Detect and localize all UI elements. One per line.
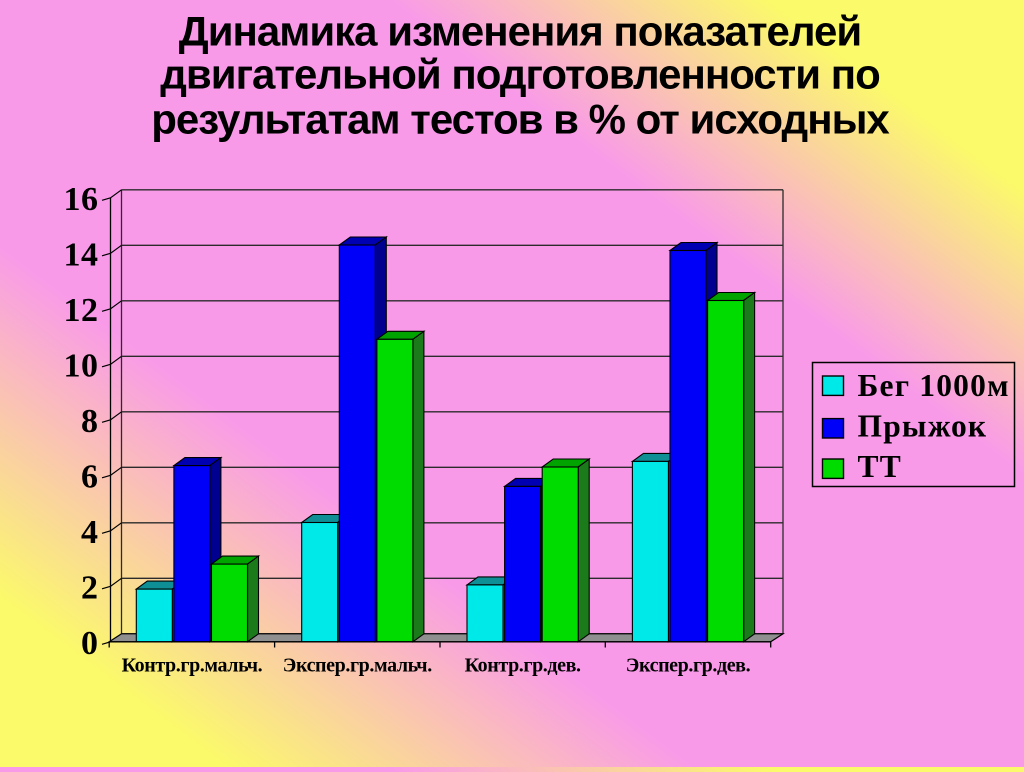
svg-text:2: 2 <box>81 569 99 606</box>
svg-text:16: 16 <box>64 181 99 218</box>
svg-text:6: 6 <box>81 458 99 495</box>
svg-text:8: 8 <box>81 403 99 440</box>
svg-text:Экспер.гр.мальч.: Экспер.гр.мальч. <box>283 655 432 677</box>
svg-text:Контр.гр.мальч.: Контр.гр.мальч. <box>122 655 263 677</box>
svg-text:14: 14 <box>64 236 99 273</box>
svg-text:Контр.гр.дев.: Контр.гр.дев. <box>465 655 581 677</box>
svg-text:Прыжок: Прыжок <box>858 409 988 444</box>
svg-text:4: 4 <box>81 514 99 551</box>
svg-text:двигательной подготовленности: двигательной подготовленности по <box>160 51 880 98</box>
svg-text:Экспер.гр.дев.: Экспер.гр.дев. <box>626 655 751 677</box>
svg-text:Бег 1000м: Бег 1000м <box>858 368 1010 403</box>
svg-text:0: 0 <box>81 625 99 662</box>
svg-text:результатам тестов в % от исхо: результатам тестов в % от исходных <box>151 96 890 143</box>
svg-text:10: 10 <box>64 347 99 384</box>
svg-text:Динамика изменения показателей: Динамика изменения показателей <box>179 7 861 54</box>
svg-text:12: 12 <box>64 292 99 329</box>
svg-text:ТТ: ТТ <box>858 449 902 484</box>
